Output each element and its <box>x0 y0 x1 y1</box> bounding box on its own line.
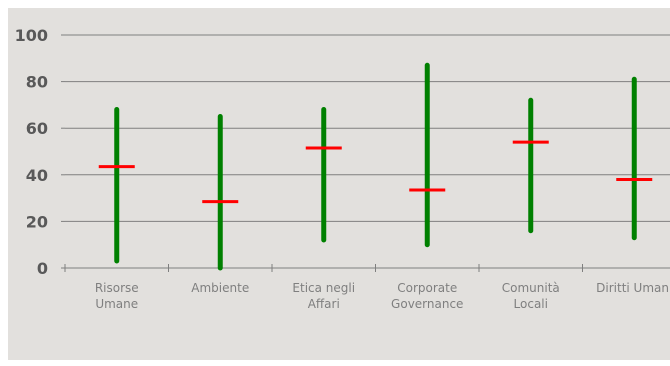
category-label: Locali <box>514 297 548 311</box>
y-tick-label: 40 <box>26 166 48 185</box>
category-label: Corporate <box>397 281 457 295</box>
y-tick-label: 60 <box>26 119 48 138</box>
category-labels: Risorse Umane Ambiente Etica negli Affari Cor… <box>95 281 670 311</box>
y-tick-label: 0 <box>37 259 48 278</box>
y-tick-label: 100 <box>15 26 48 45</box>
gridlines <box>65 34 670 222</box>
y-tick-label: 80 <box>26 73 48 92</box>
category-label: Risorse <box>95 281 139 295</box>
category-label: Diritti Umani <box>596 281 670 295</box>
category-label: Umane <box>95 297 138 311</box>
category-label: Affari <box>308 297 340 311</box>
range-lines <box>114 62 637 271</box>
category-label: Etica negli <box>292 281 355 295</box>
category-label: Comunità <box>502 281 560 295</box>
category-label: Ambiente <box>191 281 249 295</box>
y-tick-label: 20 <box>26 212 48 231</box>
value-markers <box>98 140 653 204</box>
y-axis-ticks: 0 20 40 60 80 100 <box>15 26 65 278</box>
category-label: Governance <box>391 297 463 311</box>
x-axis <box>64 264 670 272</box>
